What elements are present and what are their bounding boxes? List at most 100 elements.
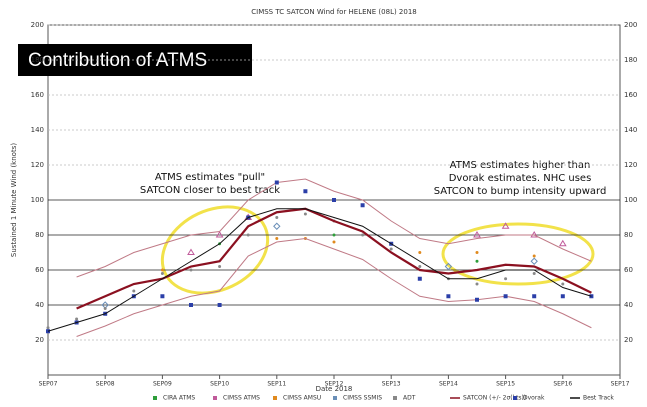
annotation: SATCON closer to best track [140, 185, 280, 196]
marker [473, 231, 481, 238]
marker [160, 294, 165, 299]
legend-label: ADT [403, 395, 416, 402]
y-tick-label: 60 [624, 266, 633, 274]
y-tick-label: 160 [624, 91, 637, 99]
marker [389, 247, 393, 251]
bound-line [76, 178, 592, 278]
marker [446, 294, 451, 299]
marker [215, 231, 224, 238]
marker [475, 297, 479, 302]
marker [475, 251, 479, 254]
marker [273, 222, 281, 230]
marker [530, 257, 538, 265]
legend-label: CIRA ATMS [163, 395, 195, 402]
marker [417, 276, 422, 281]
y-tick-label: 140 [624, 126, 637, 134]
marker [189, 303, 193, 307]
y-tick-label: 80 [624, 231, 633, 239]
marker [332, 240, 336, 244]
y-tick-label: 200 [31, 21, 44, 29]
marker [361, 233, 365, 237]
legend-swatch [513, 396, 517, 400]
marker [275, 237, 279, 240]
y-axis-label: Sustained 1 Minute Wind (knots) [10, 143, 18, 257]
y-tick-label: 20 [624, 336, 633, 344]
marker [187, 248, 195, 255]
legend-label: Dvorak [523, 395, 545, 402]
highlight-ellipse [441, 222, 595, 286]
marker [561, 282, 565, 286]
marker [274, 180, 279, 185]
marker [532, 272, 536, 275]
x-tick-label: SEP15 [496, 381, 515, 388]
y-tick-label: 20 [35, 336, 44, 344]
marker [75, 317, 79, 321]
marker [303, 212, 307, 216]
x-tick-label: SEP14 [439, 381, 458, 388]
marker [189, 268, 193, 272]
marker [332, 233, 336, 237]
chart-title: CIMSS TC SATCON Wind for HELENE (08L) 20… [251, 8, 417, 16]
y-tick-label: 100 [624, 196, 637, 204]
marker [103, 307, 107, 310]
marker [418, 265, 422, 268]
y-tick-label: 100 [31, 196, 44, 204]
marker [444, 262, 453, 271]
marker [532, 254, 536, 258]
annotation: ATMS estimates higher than [450, 160, 591, 171]
marker [475, 259, 479, 263]
x-tick-label: SEP12 [325, 381, 344, 388]
legend-swatch [153, 396, 157, 400]
marker [46, 326, 50, 330]
marker [332, 198, 336, 202]
y-tick-label: 160 [31, 91, 44, 99]
x-tick-label: SEP11 [267, 381, 286, 388]
y-tick-label: 180 [31, 56, 44, 64]
marker [560, 294, 565, 299]
y-tick-label: 200 [624, 21, 637, 29]
x-axis-label: Date 2018 [316, 385, 353, 393]
x-tick-label: SEP09 [153, 381, 172, 388]
marker [303, 189, 308, 194]
marker [275, 216, 279, 219]
marker [558, 239, 567, 247]
annotation: Dvorak estimates. NHC uses [449, 173, 592, 184]
legend-label: Best Track [583, 395, 614, 402]
legend-label: CIMSS ATMS [223, 395, 260, 402]
x-tick-label: SEP17 [611, 381, 630, 388]
legend-label: CIMSS SSMIS [343, 395, 382, 402]
marker [160, 272, 164, 275]
marker [504, 277, 508, 281]
marker [501, 222, 510, 229]
marker [360, 203, 365, 208]
legend-swatch [393, 396, 397, 400]
x-tick-label: SEP07 [39, 381, 58, 388]
y-tick-label: 180 [624, 56, 637, 64]
annotation: ATMS estimates "pull" [155, 172, 265, 183]
legend-label: CIMSS AMSU [283, 395, 321, 402]
marker [246, 233, 250, 237]
marker [218, 265, 222, 268]
legend-swatch [333, 396, 337, 400]
legend-swatch [273, 396, 277, 400]
badge: Contribution of ATMS [28, 50, 207, 71]
x-tick-label: SEP16 [553, 381, 572, 388]
marker [132, 289, 136, 293]
marker [160, 268, 164, 272]
y-tick-label: 80 [35, 231, 44, 239]
marker [217, 303, 222, 307]
y-tick-label: 60 [35, 266, 44, 274]
marker [475, 282, 479, 286]
marker [418, 251, 422, 254]
marker [532, 294, 537, 299]
y-tick-label: 40 [624, 301, 633, 309]
legend-swatch [213, 396, 217, 400]
marker [503, 294, 508, 299]
x-tick-label: SEP13 [382, 381, 401, 388]
highlight-ellipse [160, 205, 270, 295]
y-tick-label: 120 [624, 161, 637, 169]
legend-label: SATCON (+/- 2σ(kts)) [463, 395, 526, 402]
x-tick-label: SEP08 [96, 381, 115, 388]
annotation: SATCON to bump intensity upward [434, 186, 607, 197]
y-tick-label: 40 [35, 301, 44, 309]
